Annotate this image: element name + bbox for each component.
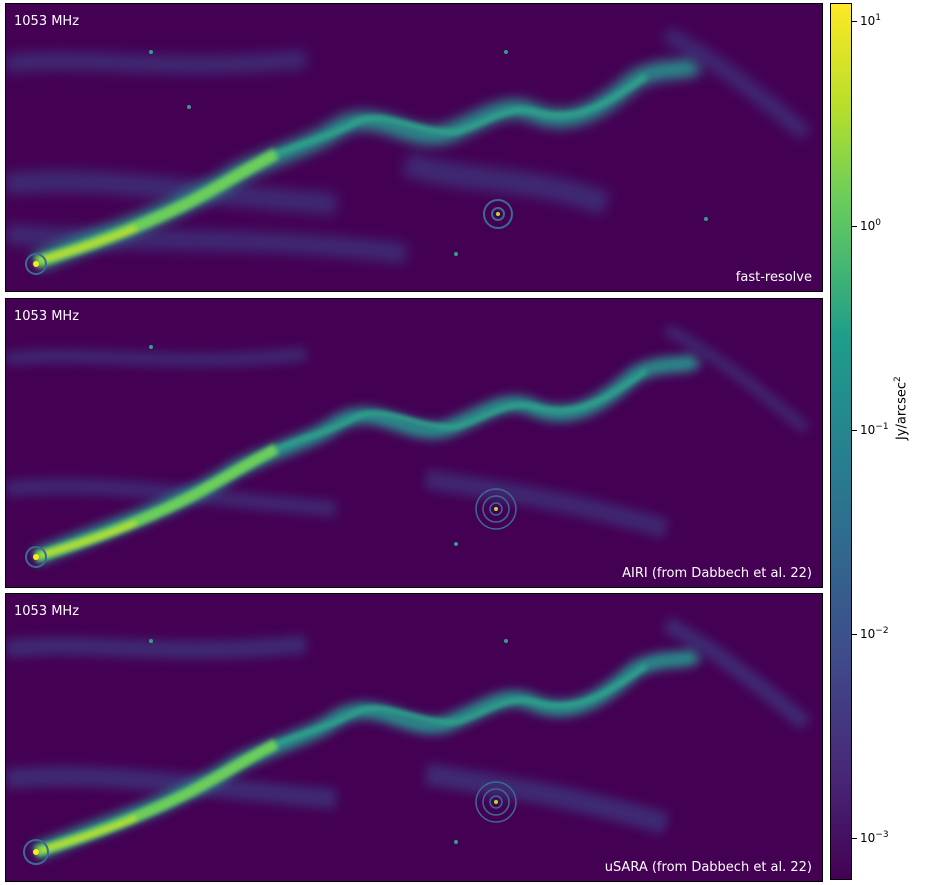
frequency-label: 1053 MHz [14,604,80,619]
colorbar-tick [852,21,857,22]
colorbar-tick-label: 10−2 [860,626,889,641]
colorbar-label: Jy/arcsec2 [893,376,910,440]
image-panel-fast-resolve: 1053 MHz fast-resolve [5,3,823,292]
method-label: uSARA (from Dabbech et al. 22) [604,860,812,875]
image-panel-airi: 1053 MHz AIRI (from Dabbech et al. 22) [5,298,823,588]
colorbar-tick [852,838,857,839]
colorbar-tick [852,634,857,635]
colorbar-tick [852,430,857,431]
colorbar-tick [852,226,857,227]
radio-image-1 [6,26,812,275]
colorbar-tick-label: 100 [860,218,882,233]
method-label: AIRI (from Dabbech et al. 22) [622,566,812,581]
radio-image-3 [6,616,812,865]
method-label: fast-resolve [735,270,812,285]
colorbar-tick-label: 101 [860,13,882,28]
colorbar-tick-label: 10−3 [860,830,889,845]
frequency-label: 1053 MHz [14,14,80,29]
colorbar [830,3,852,880]
colorbar-tick-label: 10−1 [860,422,889,437]
frequency-label: 1053 MHz [14,309,80,324]
image-panel-usara: 1053 MHz uSARA (from Dabbech et al. 22) [5,593,823,882]
radio-image-2 [6,323,810,568]
